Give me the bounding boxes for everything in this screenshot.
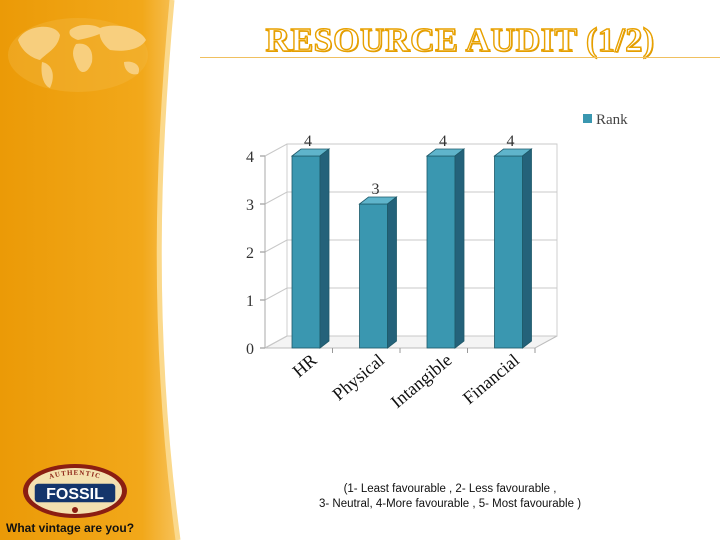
x-tick-label: HR — [289, 350, 321, 381]
bar-side — [522, 148, 532, 349]
bar-physical — [358, 196, 398, 349]
bar-hr — [290, 148, 331, 349]
logo-ring-text: AUTHENTIC — [48, 469, 101, 481]
scale-note-line-2: 3- Neutral, 4-More favourable , 5- Most … — [318, 498, 582, 510]
bar-front — [494, 155, 523, 349]
bar-side — [319, 148, 330, 349]
data-label: 3 — [372, 181, 380, 198]
legend-label: Rank — [596, 112, 628, 128]
scale-note: (1- Least favourable , 2- Less favourabl… — [290, 482, 610, 512]
legend-swatch — [583, 114, 592, 123]
x-tick-label: Physical — [328, 350, 388, 405]
bar-front — [426, 155, 456, 349]
data-label: 4 — [507, 133, 515, 150]
x-tick-label: Intangible — [387, 350, 456, 412]
gridline — [264, 239, 557, 253]
y-tick-label: 3 — [246, 197, 254, 214]
gridline — [264, 287, 557, 301]
y-tick-label: 1 — [246, 293, 254, 310]
data-label: 4 — [439, 133, 447, 150]
bar-side — [454, 148, 465, 349]
data-labels: 4 3 4 4 — [304, 133, 515, 198]
gridline — [264, 335, 557, 349]
y-tick-label: 0 — [246, 341, 254, 358]
bar-front — [359, 203, 388, 349]
y-tick-label: 2 — [246, 245, 254, 262]
chart-grid — [264, 143, 558, 349]
chart-bars — [290, 148, 533, 349]
gridline — [264, 143, 557, 157]
legend: Rank — [583, 112, 628, 128]
world-map-icon — [8, 18, 148, 92]
bar-intangible — [425, 148, 466, 349]
title-divider — [200, 57, 720, 58]
tagline: What vintage are you? — [6, 521, 135, 535]
x-tick-label: Financial — [459, 350, 523, 408]
chart-axes — [260, 155, 536, 353]
fossil-logo: AUTHENTIC FOSSIL — [23, 464, 127, 518]
bar-financial — [493, 148, 533, 349]
bar-front — [291, 155, 321, 349]
y-tick-labels: 0 1 2 3 4 — [246, 149, 254, 358]
svg-text:AUTHENTIC: AUTHENTIC — [48, 469, 102, 481]
slide-title: RESOURCE AUDIT (1/2) — [265, 21, 655, 59]
bar-side — [387, 196, 397, 349]
logo-text: FOSSIL — [46, 486, 104, 503]
sidebar-panel — [0, 0, 181, 540]
data-label: 4 — [304, 133, 312, 150]
gridline — [264, 191, 557, 205]
y-tick-label: 4 — [246, 149, 254, 166]
scale-note-line-1: (1- Least favourable , 2- Less favourabl… — [343, 483, 557, 495]
